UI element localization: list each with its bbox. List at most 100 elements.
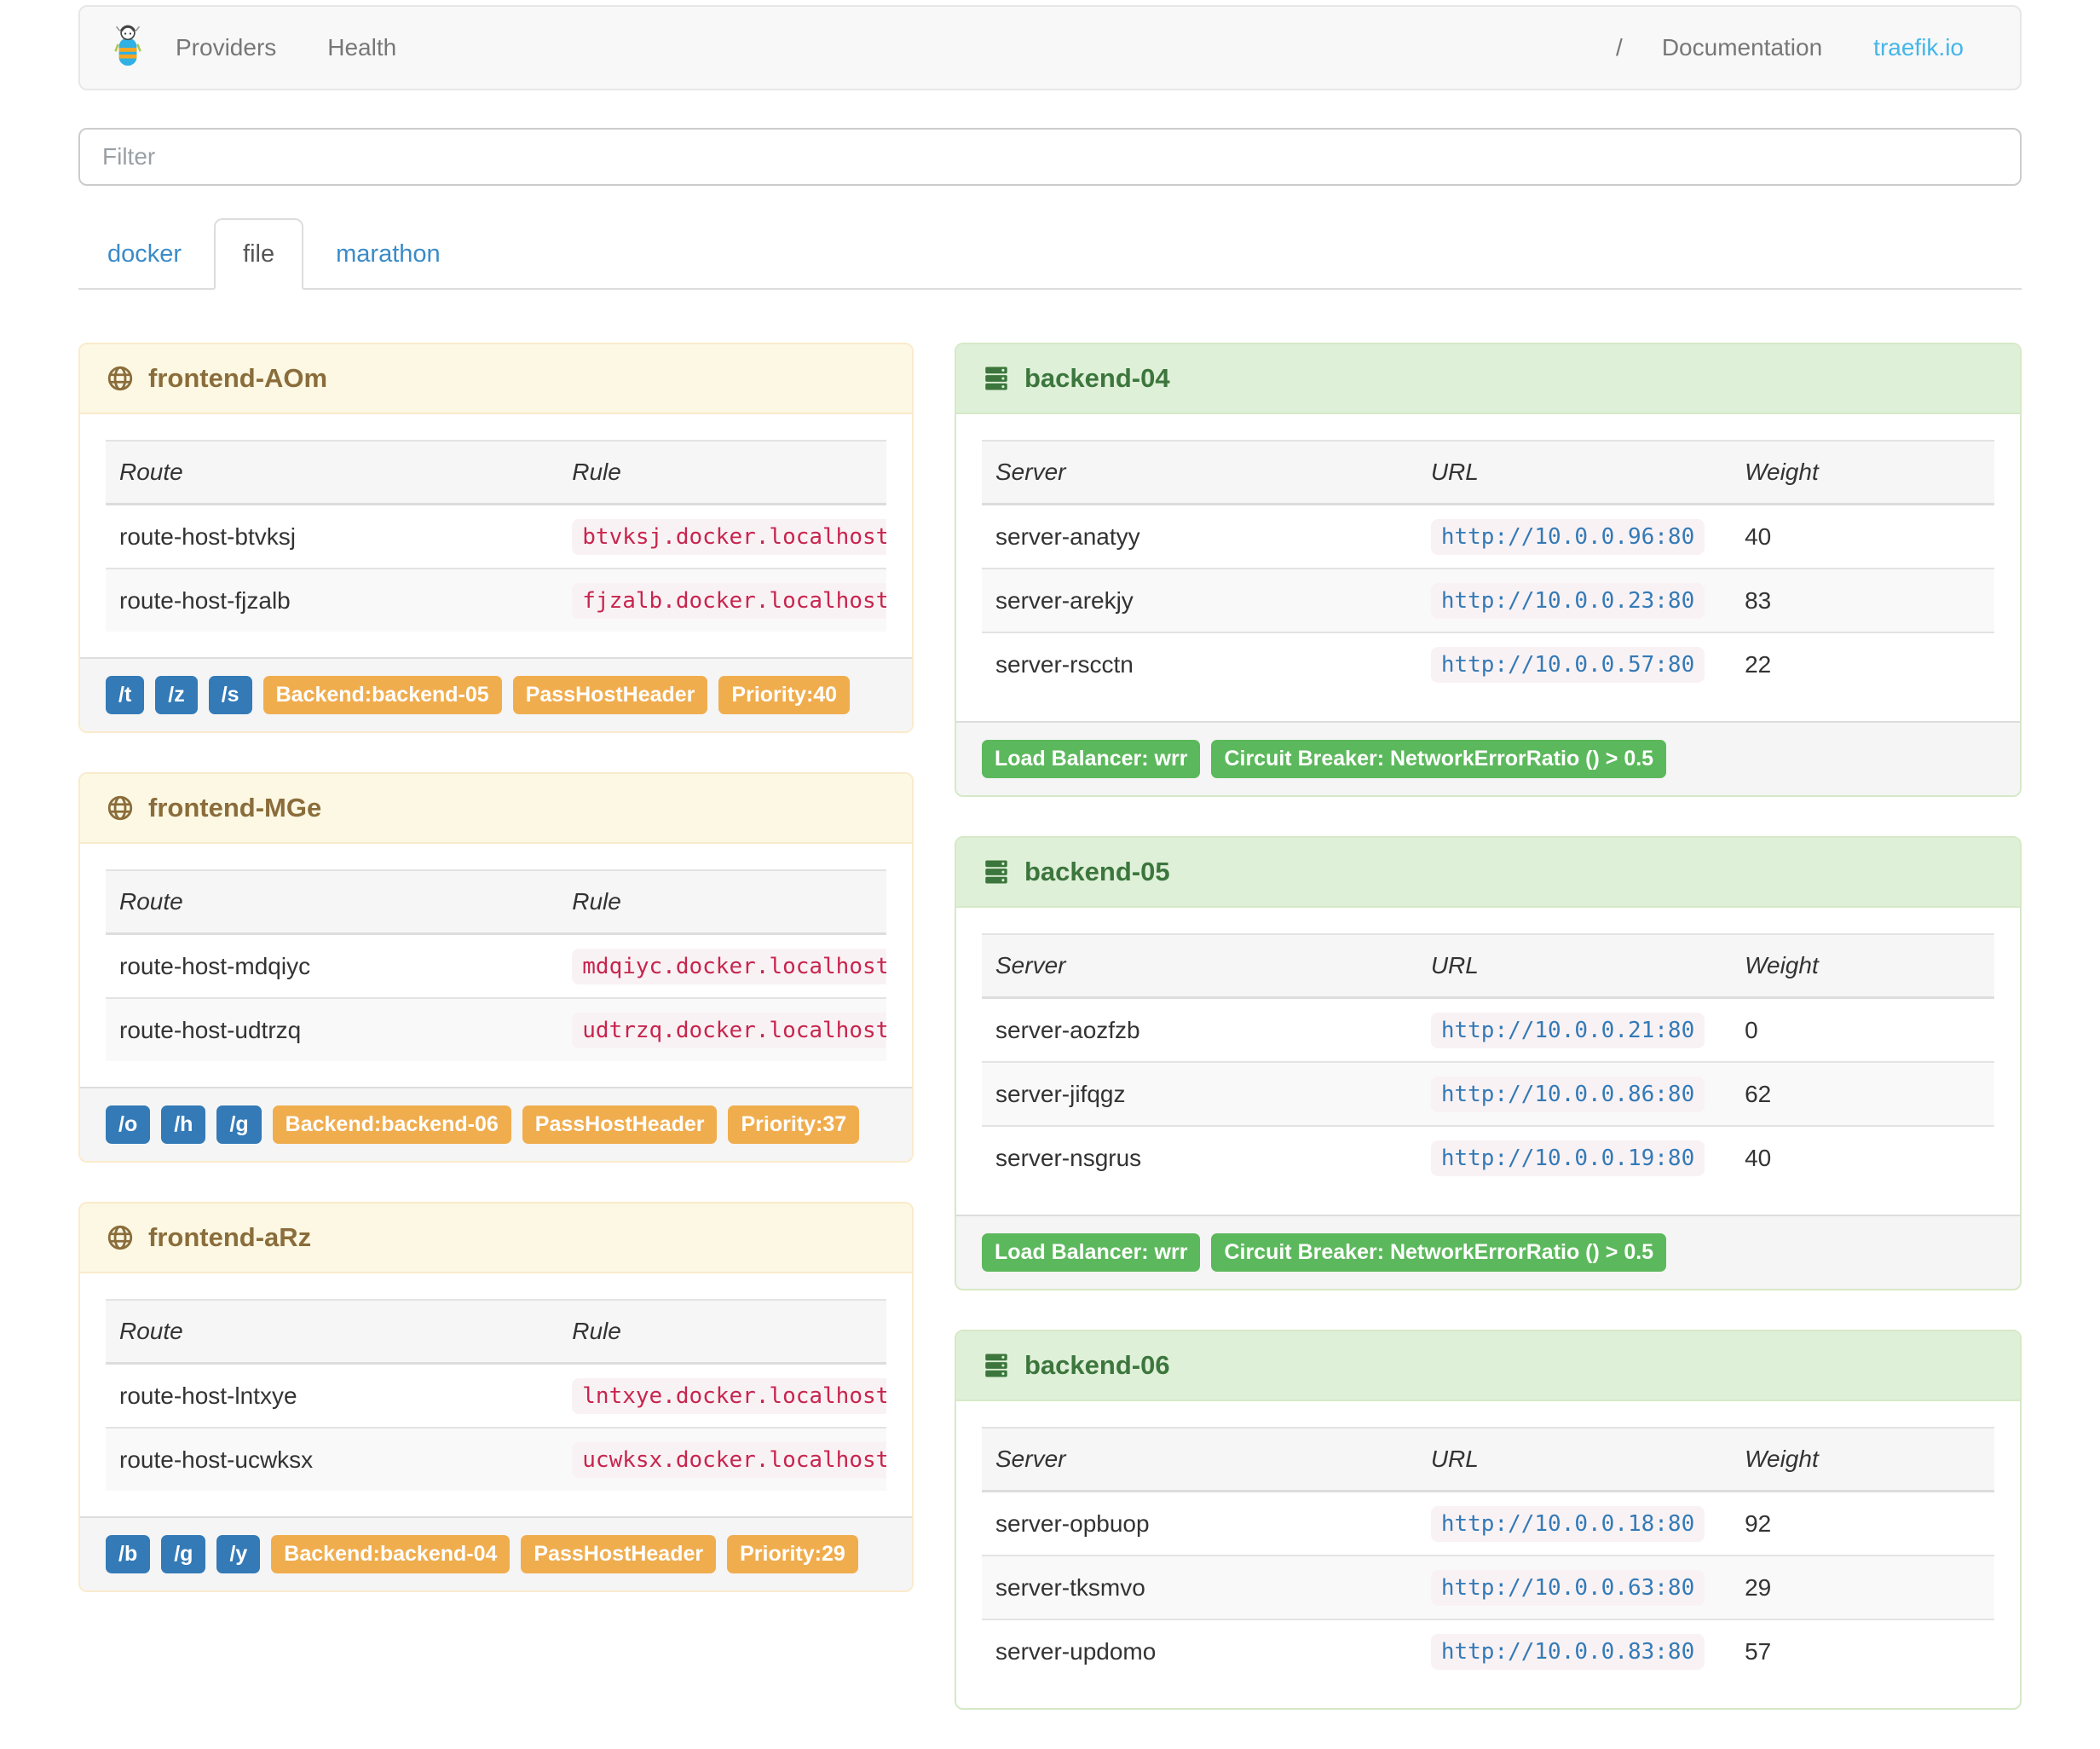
frontend-panel-footer: /b /g /y Backend:backend-04 PassHostHead…: [80, 1516, 912, 1590]
route-name: route-host-btvksj: [106, 503, 559, 569]
server-weight: 62: [1731, 1061, 1994, 1126]
frontend-panel-body: Route Rule route-host-lntxye lntxye.dock…: [80, 1273, 912, 1516]
server-name: server-rscctn: [982, 632, 1417, 696]
backend-ref-badge: Backend:backend-05: [262, 676, 502, 714]
server-icon: [982, 1351, 1011, 1380]
tab-marathon[interactable]: marathon: [336, 240, 441, 268]
load-balancer-badge: Load Balancer: wrr: [982, 1233, 1201, 1272]
server-url-link[interactable]: http://10.0.0.57:80: [1430, 647, 1705, 683]
frontend-panel-footer: /t /z /s Backend:backend-05 PassHostHead…: [80, 657, 912, 731]
server-url-link[interactable]: http://10.0.0.19:80: [1430, 1140, 1705, 1176]
nav-divider: /: [1616, 34, 1623, 61]
server-url-link[interactable]: http://10.0.0.23:80: [1430, 583, 1705, 619]
route-row: route-host-btvksj btvksj.docker.localhos…: [106, 503, 886, 569]
table-header-row: Server URL Weight: [982, 440, 1994, 505]
servers-table: Server URL Weight server-opbuop http://1…: [982, 1427, 1994, 1683]
frontend-panel-body: Route Rule route-host-btvksj btvksj.dock…: [80, 414, 912, 657]
frontend-panel-header: frontend-MGe: [80, 774, 912, 844]
filter-input[interactable]: [78, 128, 2022, 186]
nav-documentation[interactable]: Documentation: [1661, 34, 1823, 61]
server-icon: [982, 364, 1011, 393]
column-header-weight: Weight: [1731, 933, 1994, 999]
route-name: route-host-udtrzq: [106, 997, 559, 1061]
passhostheader-badge: PassHostHeader: [522, 1105, 718, 1144]
column-header-server: Server: [982, 1427, 1417, 1492]
backend-panel-header: backend-06: [956, 1331, 2020, 1401]
column-header-route: Route: [106, 440, 559, 505]
route-name: route-host-lntxye: [106, 1362, 559, 1428]
provider-content: frontend-AOm Route Rule route-host-btvks…: [78, 343, 2022, 1749]
globe-icon: [106, 1223, 135, 1252]
server-url-link[interactable]: http://10.0.0.83:80: [1430, 1634, 1705, 1670]
server-name: server-aozfzb: [982, 996, 1417, 1062]
column-header-weight: Weight: [1731, 440, 1994, 505]
filter-bar: [78, 128, 2022, 186]
frontend-panel-header: frontend-AOm: [80, 344, 912, 414]
route-row: route-host-fjzalb fjzalb.docker.localhos…: [106, 568, 886, 632]
load-balancer-badge: Load Balancer: wrr: [982, 740, 1201, 778]
routes-table: Route Rule route-host-mdqiyc mdqiyc.dock…: [106, 869, 886, 1061]
tab-file[interactable]: file: [214, 218, 304, 290]
server-row: server-anatyy http://10.0.0.96:80 40: [982, 503, 1994, 569]
server-weight: 29: [1731, 1555, 1994, 1619]
server-url-link[interactable]: http://10.0.0.63:80: [1430, 1570, 1705, 1606]
nav-providers[interactable]: Providers: [176, 34, 277, 61]
frontend-title: frontend-MGe: [148, 793, 322, 823]
server-name: server-arekjy: [982, 568, 1417, 632]
backend-panel-footer: Load Balancer: wrr Circuit Breaker: Netw…: [956, 721, 2020, 795]
nav-traefik-io[interactable]: traefik.io: [1873, 34, 1964, 61]
table-header-row: Route Rule: [106, 1299, 886, 1365]
globe-icon: [106, 794, 135, 823]
navbar-left: Providers Health: [111, 7, 422, 89]
server-row: server-jifqgz http://10.0.0.86:80 62: [982, 1061, 1994, 1126]
column-header-url: URL: [1416, 440, 1732, 505]
column-header-rule: Rule: [558, 440, 886, 505]
backends-column: backend-04 Server URL Weight server-anat…: [955, 343, 2022, 1749]
rule-value: mdqiyc.docker.localhost: [572, 949, 886, 984]
server-weight: 22: [1731, 632, 1994, 696]
backend-panel-06: backend-06 Server URL Weight server-opbu…: [955, 1330, 2022, 1710]
traefik-logo[interactable]: [111, 24, 150, 72]
column-header-rule: Rule: [558, 1299, 886, 1365]
column-header-server: Server: [982, 440, 1417, 505]
route-row: route-host-ucwksx ucwksx.docker.localhos…: [106, 1427, 886, 1491]
column-header-weight: Weight: [1731, 1427, 1994, 1492]
globe-icon: [106, 364, 135, 393]
server-url-link[interactable]: http://10.0.0.96:80: [1430, 519, 1705, 555]
server-url-link[interactable]: http://10.0.0.86:80: [1430, 1077, 1705, 1112]
main-container: Providers Health / Documentation traefik…: [78, 5, 2022, 1749]
circuit-breaker-badge: Circuit Breaker: NetworkErrorRatio () > …: [1211, 1233, 1667, 1272]
entrypoint-badge: /g: [161, 1535, 206, 1573]
server-url-link[interactable]: http://10.0.0.21:80: [1430, 1013, 1705, 1048]
server-row: server-opbuop http://10.0.0.18:80 92: [982, 1490, 1994, 1556]
server-weight: 40: [1731, 503, 1994, 569]
server-name: server-anatyy: [982, 503, 1417, 569]
server-icon: [982, 857, 1011, 886]
backend-panel-body: Server URL Weight server-anatyy http://1…: [956, 414, 2020, 721]
nav-health[interactable]: Health: [327, 34, 397, 61]
backend-panel-footer: Load Balancer: wrr Circuit Breaker: Netw…: [956, 1215, 2020, 1289]
server-row: server-rscctn http://10.0.0.57:80 22: [982, 632, 1994, 696]
route-name: route-host-fjzalb: [106, 568, 559, 632]
server-name: server-tksmvo: [982, 1555, 1417, 1619]
server-weight: 92: [1731, 1490, 1994, 1556]
server-weight: 57: [1731, 1619, 1994, 1683]
tab-docker[interactable]: docker: [107, 240, 182, 268]
column-header-server: Server: [982, 933, 1417, 999]
column-header-url: URL: [1416, 1427, 1732, 1492]
frontend-panel-footer: /o /h /g Backend:backend-06 PassHostHead…: [80, 1087, 912, 1161]
passhostheader-badge: PassHostHeader: [512, 676, 708, 714]
server-row: server-nsgrus http://10.0.0.19:80 40: [982, 1125, 1994, 1189]
server-name: server-nsgrus: [982, 1125, 1417, 1189]
rule-value: ucwksx.docker.localhost: [572, 1442, 886, 1478]
table-header-row: Route Rule: [106, 440, 886, 505]
rule-value: udtrzq.docker.localhost: [572, 1013, 886, 1048]
server-weight: 0: [1731, 996, 1994, 1062]
backend-title: backend-04: [1024, 363, 1170, 393]
column-header-rule: Rule: [558, 869, 886, 935]
server-url-link[interactable]: http://10.0.0.18:80: [1430, 1506, 1705, 1542]
server-row: server-aozfzb http://10.0.0.21:80 0: [982, 996, 1994, 1062]
traefik-mascot-icon: [114, 24, 141, 72]
frontend-panel-body: Route Rule route-host-mdqiyc mdqiyc.dock…: [80, 844, 912, 1087]
entrypoint-badge: /t: [106, 676, 145, 714]
